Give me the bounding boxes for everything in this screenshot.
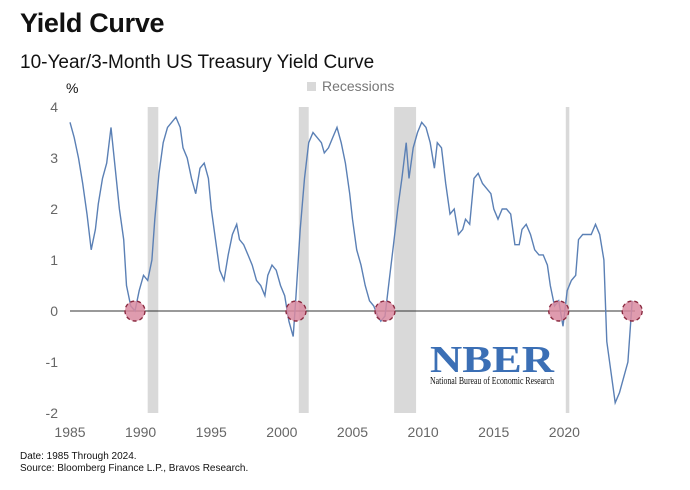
x-tick-label: 1990 <box>125 424 156 440</box>
recession-band-2 <box>394 107 417 413</box>
footnote-date: Date: 1985 Through 2024. <box>20 451 137 462</box>
x-tick-label: 2020 <box>549 424 580 440</box>
y-tick-label: 0 <box>50 303 58 319</box>
y-tick-label: 4 <box>50 99 58 115</box>
chart-subtitle: 10-Year/3-Month US Treasury Yield Curve <box>20 52 375 73</box>
recession-swatch <box>307 81 316 91</box>
x-tick-label: 2000 <box>266 424 297 440</box>
zero-cross-marker-0 <box>124 300 146 322</box>
y-tick-label: 3 <box>50 150 58 166</box>
nber-logo-text: NBER <box>430 339 555 381</box>
y-tick-label: -1 <box>46 354 59 370</box>
x-tick-label: 2015 <box>478 424 509 440</box>
footnote: Date: 1985 Through 2024. Source: Bloombe… <box>20 451 248 475</box>
y-tick-label: -2 <box>46 405 59 421</box>
axes: 4 3 2 1 0 -1 -2 1985 1990 1995 2000 2005 2010 2015 202… <box>46 80 581 440</box>
legend-label: Recessions <box>322 78 395 94</box>
zero-cross-marker-3 <box>548 300 570 322</box>
y-axis-unit: % <box>66 80 78 96</box>
x-tick-label: 1985 <box>54 424 85 440</box>
zero-cross-marker-4 <box>621 300 643 322</box>
nber-logo-caption: National Bureau of Economic Research <box>430 376 554 387</box>
yield-spread-line <box>69 115 633 406</box>
recession-band-0 <box>147 107 159 413</box>
x-tick-label: 2010 <box>408 424 439 440</box>
zero-cross-marker-1 <box>285 300 307 322</box>
page-title: Yield Curve <box>20 8 165 38</box>
footnote-source: Source: Bloomberg Finance L.P., Bravos R… <box>20 463 249 474</box>
nber-logo: NBER National Bureau of Economic Researc… <box>430 339 555 387</box>
x-tick-label: 1995 <box>196 424 227 440</box>
zero-cross-marker-2 <box>374 300 396 322</box>
zero-cross-markers <box>124 300 643 322</box>
recession-bands <box>147 107 570 413</box>
recession-band-1 <box>298 107 309 413</box>
y-tick-label: 1 <box>50 252 58 268</box>
legend: Recessions <box>307 78 394 94</box>
y-tick-label: 2 <box>50 201 58 217</box>
chart-area: 4 3 2 1 0 -1 -2 1985 1990 1995 2000 2005 2010 2015 202… <box>46 80 643 440</box>
recession-band-3 <box>565 107 570 413</box>
x-tick-label: 2005 <box>337 424 368 440</box>
